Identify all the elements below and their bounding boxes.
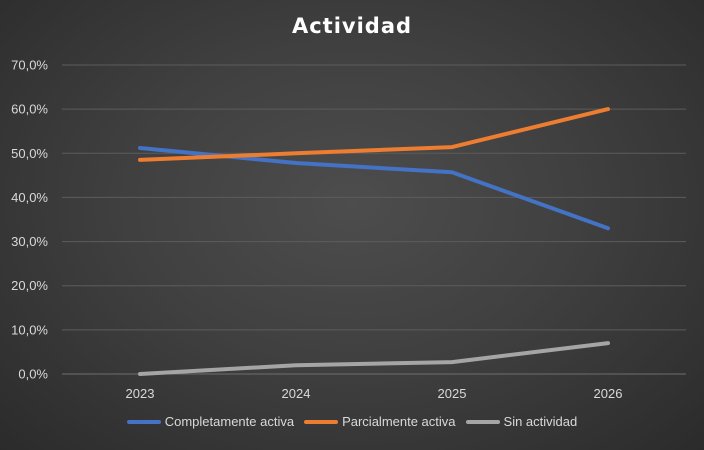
y-tick-label: 30,0% [11,234,48,249]
series-line-2 [138,107,610,162]
x-tick-label: 2024 [282,386,311,401]
series-line-1 [138,146,610,231]
legend-swatch [465,419,500,424]
series-line-3 [138,341,610,376]
legend-swatch [304,419,339,424]
x-tick-label: 2025 [438,386,467,401]
y-tick-label: 60,0% [11,102,48,117]
legend-label: Parcialmente activa [342,414,456,429]
y-tick-label: 50,0% [11,146,48,161]
legend-item: Sin actividad [465,414,578,429]
legend-label: Sin actividad [503,414,578,429]
legend: Completamente activa Parcialmente activa S… [0,414,704,429]
y-tick-label: 10,0% [11,322,48,337]
x-tick-label: 2026 [594,386,623,401]
y-tick-label: 20,0% [11,278,48,293]
legend-swatch [126,419,161,424]
y-tick-label: 40,0% [11,190,48,205]
chart-title: Actividad [291,14,413,38]
y-tick-label: 70,0% [11,58,48,73]
x-tick-label: 2023 [126,386,155,401]
legend-item: Completamente activa [126,414,295,429]
y-tick-label: 0,0% [18,367,48,382]
legend-item: Parcialmente activa [304,414,456,429]
legend-label: Completamente activa [164,414,295,429]
